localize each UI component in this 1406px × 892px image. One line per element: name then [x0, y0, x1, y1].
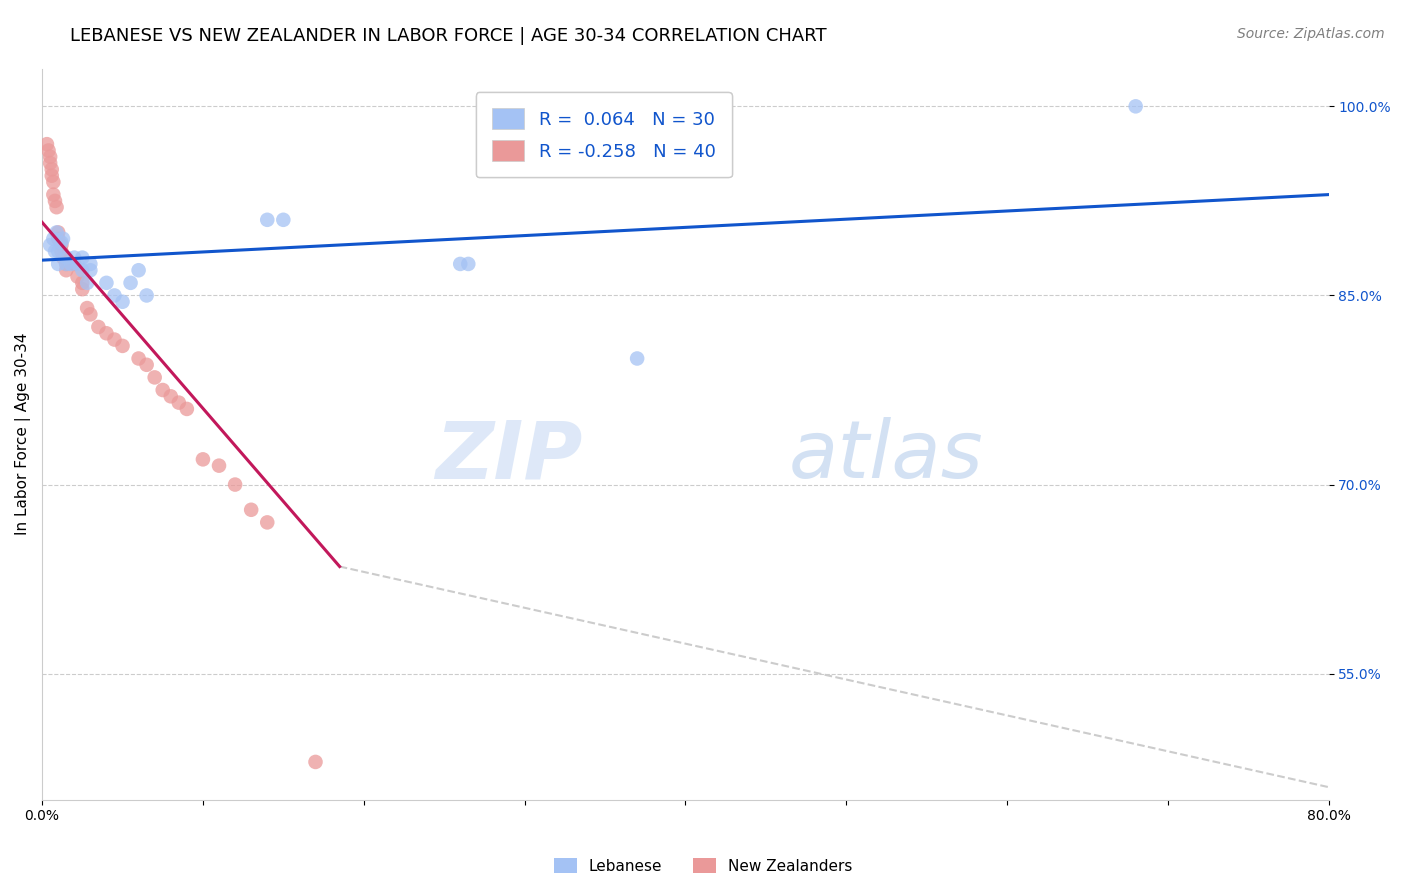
Point [79, 263, 101, 277]
Point [457, 257, 479, 271]
Text: atlas: atlas [789, 417, 983, 495]
Text: Source: ZipAtlas.com: Source: ZipAtlas.com [1237, 27, 1385, 41]
Point [72, 282, 94, 296]
Point [1125, 99, 1147, 113]
Legend: Lebanese, New Zealanders: Lebanese, New Zealanders [547, 852, 859, 880]
Point [111, 294, 134, 309]
Point [52, 251, 75, 265]
Point [39, 238, 62, 252]
Point [66, 269, 89, 284]
Point [35, 137, 58, 152]
Point [96, 276, 118, 290]
Point [66, 257, 89, 271]
Point [42, 175, 65, 189]
Point [72, 276, 94, 290]
Point [39, 156, 62, 170]
Point [273, 212, 295, 227]
Y-axis label: In Labor Force | Age 30-34: In Labor Force | Age 30-34 [15, 333, 31, 535]
Point [256, 212, 278, 227]
Point [63, 257, 86, 271]
Point [51, 238, 73, 252]
Point [72, 251, 94, 265]
Point [128, 351, 150, 366]
Point [51, 235, 73, 250]
Point [42, 232, 65, 246]
Point [41, 169, 63, 183]
Point [120, 276, 142, 290]
Point [46, 257, 69, 271]
Point [45, 226, 67, 240]
Point [41, 162, 63, 177]
Point [46, 232, 69, 246]
Point [449, 257, 471, 271]
Point [135, 358, 157, 372]
Point [45, 200, 67, 214]
Point [76, 301, 98, 315]
Point [159, 389, 181, 403]
Point [176, 401, 198, 416]
Point [46, 244, 69, 259]
Point [304, 755, 326, 769]
Point [55, 257, 77, 271]
Point [46, 226, 69, 240]
Point [191, 452, 214, 467]
Point [256, 516, 278, 530]
Point [152, 383, 174, 397]
Text: LEBANESE VS NEW ZEALANDER IN LABOR FORCE | AGE 30-34 CORRELATION CHART: LEBANESE VS NEW ZEALANDER IN LABOR FORCE… [70, 27, 827, 45]
Point [167, 395, 190, 409]
Point [224, 477, 246, 491]
Text: ZIP: ZIP [434, 417, 582, 495]
Point [51, 244, 73, 259]
Point [42, 187, 65, 202]
Point [55, 263, 77, 277]
Point [72, 263, 94, 277]
Legend: R =  0.064   N = 30, R = -0.258   N = 40: R = 0.064 N = 30, R = -0.258 N = 40 [475, 92, 733, 178]
Point [87, 320, 110, 334]
Point [96, 326, 118, 341]
Point [111, 339, 134, 353]
Point [103, 333, 125, 347]
Point [55, 251, 77, 265]
Point [39, 150, 62, 164]
Point [52, 232, 75, 246]
Point [208, 458, 231, 473]
Point [38, 144, 60, 158]
Point [143, 370, 166, 384]
Point [128, 263, 150, 277]
Point [240, 503, 263, 517]
Point [44, 194, 66, 208]
Point [76, 276, 98, 290]
Point [103, 288, 125, 302]
Point [135, 288, 157, 302]
Point [626, 351, 648, 366]
Point [60, 257, 83, 271]
Point [63, 251, 86, 265]
Point [79, 257, 101, 271]
Point [44, 244, 66, 259]
Point [79, 307, 101, 321]
Point [55, 257, 77, 271]
